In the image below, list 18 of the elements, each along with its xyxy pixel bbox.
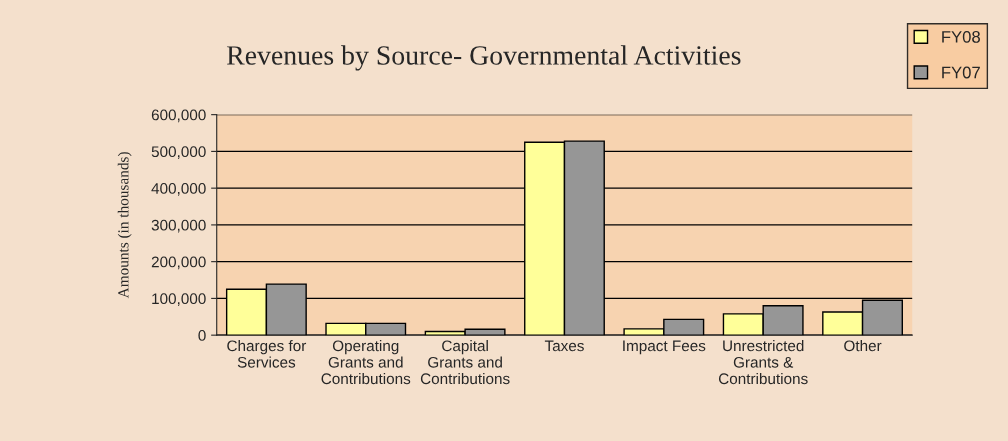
x-tick-label: Capital Grants and Contributions bbox=[420, 340, 510, 385]
y-tick-label: 400,000 bbox=[151, 183, 206, 196]
y-tick-label: 100,000 bbox=[152, 293, 206, 306]
chart-title: Revenues by Source- Governmental Activities bbox=[226, 45, 741, 71]
y-tick-label: 300,000 bbox=[151, 219, 206, 233]
y-axis-title: Amounts (in thousands) bbox=[117, 152, 132, 299]
y-tick-label: 200,000 bbox=[151, 256, 206, 270]
y-tick-label: 0 bbox=[198, 330, 206, 341]
legend-label: FY07 bbox=[942, 66, 980, 79]
x-tick-label: Unrestricted Grants & Contributions bbox=[718, 340, 808, 385]
x-tick-label: Taxes bbox=[544, 340, 584, 352]
legend-label: FY08 bbox=[942, 30, 980, 43]
x-tick-label: Other bbox=[844, 340, 882, 352]
x-tick-label: Charges for Services bbox=[227, 340, 307, 368]
y-tick-label: 600,000 bbox=[151, 109, 206, 123]
y-tick-label: 500,000 bbox=[151, 146, 206, 159]
x-tick-label: Operating Grants and Contributions bbox=[321, 340, 411, 385]
x-tick-label: Impact Fees bbox=[623, 340, 706, 355]
